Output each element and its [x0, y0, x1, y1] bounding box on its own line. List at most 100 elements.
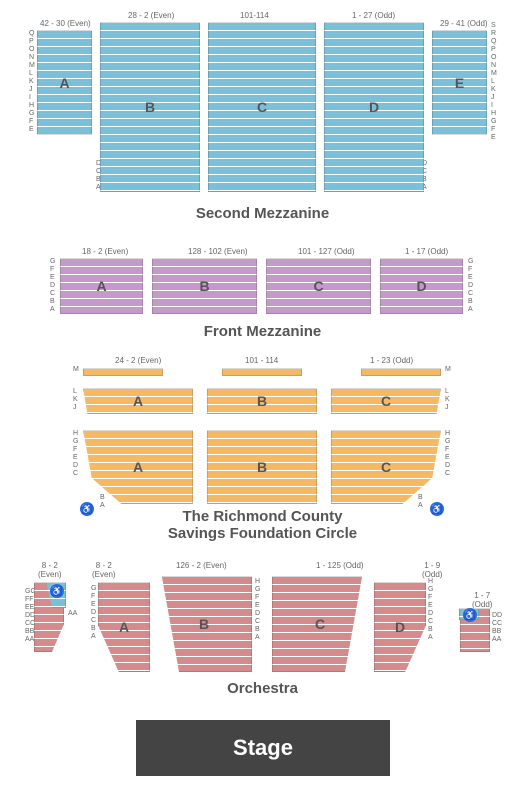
row-label: J: [73, 404, 77, 412]
row-label: C: [445, 470, 450, 478]
section-A[interactable]: A: [83, 430, 193, 504]
row-m-block[interactable]: [83, 368, 163, 376]
seat-range: 1 - 27 (Odd): [352, 12, 395, 21]
wheelchair-icon: ♿: [50, 584, 64, 598]
section-label: D: [395, 619, 405, 635]
row-label: G: [73, 438, 78, 446]
tier-title: Front Mezzanine: [0, 323, 525, 340]
row-label: AA: [492, 636, 501, 644]
row-label: E: [73, 454, 78, 462]
row-label: L: [491, 78, 495, 86]
section-label: A: [96, 278, 106, 294]
seat-range: 8 - 2 (Even): [92, 562, 116, 580]
row-label: H: [29, 102, 34, 110]
row-label: D: [73, 462, 78, 470]
section-A[interactable]: A: [83, 388, 193, 414]
row-label: B: [50, 298, 55, 306]
seat-range: 128 - 102 (Even): [188, 248, 248, 257]
seat-range: 42 - 30 (Even): [40, 20, 91, 29]
row-label: A: [255, 634, 260, 642]
section-A[interactable]: A: [98, 582, 150, 672]
section-label: A: [119, 619, 129, 635]
row-label: BB: [25, 628, 34, 636]
row-label: B: [255, 626, 260, 634]
row-label: H: [73, 430, 78, 438]
row-label: S: [491, 22, 496, 30]
section-A[interactable]: A: [60, 258, 143, 314]
row-label: O: [29, 46, 34, 54]
section-label: C: [381, 459, 391, 475]
row-label: DD: [492, 612, 502, 620]
row-label: C: [255, 618, 260, 626]
section-label: D: [369, 99, 379, 115]
seat-range: 28 - 2 (Even): [128, 12, 174, 21]
wheelchair-icon: ♿: [463, 608, 477, 622]
row-label: B: [428, 626, 433, 634]
tier-title: Orchestra: [0, 680, 525, 697]
row-label: J: [491, 94, 495, 102]
section-B[interactable]: B: [207, 430, 317, 504]
row-label: G: [91, 585, 96, 593]
seat-range: 1 - 9 (Odd): [422, 562, 442, 580]
section-label: D: [416, 278, 426, 294]
row-m-block[interactable]: [361, 368, 441, 376]
row-label: C: [91, 617, 96, 625]
row-label: BB: [492, 628, 501, 636]
row-label: M: [445, 366, 451, 374]
section-label: B: [199, 278, 209, 294]
section-label: A: [59, 75, 69, 91]
row-label: Q: [491, 38, 496, 46]
tier-title: Second Mezzanine: [0, 205, 525, 222]
row-label: M: [491, 70, 497, 78]
row-label: L: [29, 70, 33, 78]
seat-range: 101 - 114: [245, 357, 278, 366]
row-label: F: [491, 126, 495, 134]
row-label: E: [445, 454, 450, 462]
row-label: A: [428, 634, 433, 642]
row-label: G: [468, 258, 473, 266]
row-label: O: [491, 54, 496, 62]
row-label: G: [50, 258, 55, 266]
row-label: D: [468, 282, 473, 290]
row-m-block[interactable]: [222, 368, 302, 376]
section-C[interactable]: C: [208, 22, 316, 192]
section-B[interactable]: B: [100, 22, 200, 192]
row-label: D: [428, 610, 433, 618]
row-label: K: [29, 78, 34, 86]
section-label: C: [257, 99, 267, 115]
section-D[interactable]: D: [324, 22, 424, 192]
row-label: K: [73, 396, 78, 404]
section-B[interactable]: B: [152, 258, 257, 314]
section-label: A: [133, 459, 143, 475]
section-D[interactable]: D: [380, 258, 463, 314]
section-C[interactable]: C: [266, 258, 371, 314]
wheelchair-icon: ♿: [80, 502, 94, 516]
section-label: C: [315, 616, 325, 632]
section-label: B: [145, 99, 155, 115]
section-A[interactable]: A: [37, 30, 92, 135]
row-label: H: [255, 578, 260, 586]
row-label: F: [255, 594, 259, 602]
row-label: E: [468, 274, 473, 282]
section-C[interactable]: C: [331, 430, 441, 504]
section-label: B: [199, 616, 209, 632]
section-label: C: [381, 393, 391, 409]
seat-range: 1 - 7 (Odd): [472, 592, 492, 610]
row-label: FF: [25, 596, 34, 604]
section-C[interactable]: C: [272, 576, 368, 672]
row-label: J: [445, 404, 449, 412]
section-E[interactable]: E: [432, 30, 487, 135]
row-label: M: [73, 366, 79, 374]
row-label: H: [445, 430, 450, 438]
row-label: H: [491, 110, 496, 118]
section-B[interactable]: B: [156, 576, 252, 672]
section-D[interactable]: D: [374, 582, 426, 672]
row-label: C: [73, 470, 78, 478]
row-label: C: [50, 290, 55, 298]
row-label: E: [50, 274, 55, 282]
section-C[interactable]: C: [331, 388, 441, 414]
seat-range: 1 - 125 (Odd): [316, 562, 364, 571]
seat-range: 101 - 127 (Odd): [298, 248, 354, 257]
section-B[interactable]: B: [207, 388, 317, 414]
section-label: B: [257, 393, 267, 409]
